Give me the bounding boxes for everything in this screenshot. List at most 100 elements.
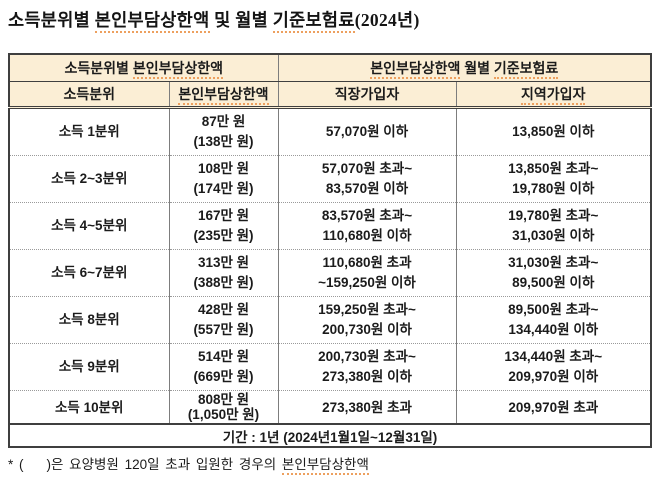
- cell-line: 108만 원: [197, 161, 250, 176]
- column-header-row: 소득분위 본인부담상한액 직장가입자 지역가입자: [9, 81, 651, 109]
- text-run: 직장가입자: [334, 86, 400, 102]
- regional-premium-cell: 31,030원 초과~ 89,500원 이하: [455, 249, 651, 297]
- cell-line: 428만 원: [197, 302, 250, 317]
- employee-premium-cell: 200,730원 초과~ 273,380원 이하: [277, 343, 456, 391]
- underlined-text: 본인부담상한액: [94, 10, 210, 33]
- cell-line: 소득 4~5분위: [51, 218, 128, 233]
- cell-line: 소득 8분위: [58, 312, 120, 327]
- table-row: 소득 10분위 808만 원 (1,050만 원) 273,380원 초과 209,97…: [9, 390, 651, 425]
- cell-line: (557만 원): [193, 322, 254, 337]
- cell-line: 110,680원 이하: [322, 228, 412, 243]
- text-run: 월별: [460, 60, 494, 76]
- cell-line: 19,780원 초과~: [508, 208, 599, 223]
- footnote: * ( )은 요양병원 120일 초과 입원한 경우의 본인부담상한액: [8, 456, 658, 475]
- regional-premium-cell: 13,850원 초과~ 19,780원 이하: [455, 155, 651, 203]
- table-row: 소득 9분위 514만 원 (669만 원) 200,730원 초과~ 273,380원…: [9, 343, 651, 391]
- cell-line: ~159,250원 이하: [318, 275, 416, 290]
- cell-line: (1,050만 원): [187, 407, 260, 422]
- cell-line: 소득 1분위: [58, 124, 120, 139]
- cell-line: 273,380원 초과: [322, 399, 412, 415]
- cell-line: 소득 2~3분위: [51, 171, 128, 186]
- cell-line: 167만 원: [197, 208, 250, 223]
- group-header-cap: 소득분위별 본인부담상한액: [9, 54, 278, 82]
- underlined-text: 기준보험료: [272, 10, 355, 33]
- table-body: 소득 1분위 87만 원 (138만 원) 57,070원 이하 13,850원 이하 소…: [9, 107, 651, 425]
- cap-amount-cell: 514만 원 (669만 원): [168, 343, 278, 391]
- table-row: 소득 1분위 87만 원 (138만 원) 57,070원 이하 13,850원 이하: [9, 107, 651, 156]
- text-run: 소득분위별: [64, 60, 133, 76]
- cap-amount-cell: 87만 원 (138만 원): [168, 107, 278, 156]
- table-row: 소득 2~3분위 108만 원 (174만 원) 57,070원 초과~ 83,570원…: [9, 155, 651, 203]
- underlined-text: 본인부담상한액: [132, 60, 223, 79]
- cell-line: 87만 원: [201, 114, 246, 129]
- income-tier-cell: 소득 2~3분위: [9, 155, 169, 203]
- underlined-text: 본인부담상한액: [281, 457, 369, 475]
- period-row: 기간 : 1년 (2024년1월1일~12월31일): [9, 423, 651, 447]
- cell-line: 200,730원 초과~: [318, 349, 416, 364]
- cell-line: 57,070원 초과~: [321, 161, 413, 176]
- table-row: 소득 8분위 428만 원 (557만 원) 159,250원 초과~ 200,730원…: [9, 296, 651, 344]
- cell-line: 134,440원 이하: [508, 322, 599, 337]
- underlined-text: 본인부담상한액: [178, 86, 269, 105]
- underlined-text: 본인부담상한액: [370, 60, 461, 79]
- text-run: * ( )은 요양병원 120일 초과 입원한 경우의: [8, 457, 282, 472]
- cell-line: 31,030원 이하: [512, 228, 595, 243]
- income-tier-cell: 소득 4~5분위: [9, 202, 169, 250]
- text-run: 및 월별: [209, 10, 273, 30]
- col-header-employee-insured: 직장가입자: [277, 81, 456, 109]
- cell-line: 소득 10분위: [55, 399, 124, 415]
- cell-line: 31,030원 초과~: [508, 255, 599, 270]
- cell-line: 110,680원 초과: [322, 255, 412, 270]
- cell-line: (174만 원): [193, 181, 254, 196]
- income-tier-cell: 소득 9분위: [9, 343, 169, 391]
- cap-amount-cell: 428만 원 (557만 원): [168, 296, 278, 344]
- premium-table: 소득분위별 본인부담상한액 본인부담상한액 월별 기준보험료 소득분위 본인부담…: [8, 53, 652, 448]
- cell-line: 소득 9분위: [58, 359, 120, 374]
- cell-line: 19,780원 이하: [512, 181, 595, 196]
- cell-line: 89,500원 초과~: [508, 302, 599, 317]
- cell-line: 83,570원 초과~: [321, 208, 413, 223]
- cell-line: 13,850원 초과~: [508, 161, 599, 176]
- cap-amount-cell: 808만 원 (1,050만 원): [168, 390, 278, 425]
- regional-premium-cell: 89,500원 초과~ 134,440원 이하: [455, 296, 651, 344]
- cell-line: (235만 원): [193, 228, 254, 243]
- cell-line: 소득 6~7분위: [51, 265, 128, 280]
- income-tier-cell: 소득 6~7분위: [9, 249, 169, 297]
- col-header-regional-insured: 지역가입자: [455, 81, 651, 109]
- income-tier-cell: 소득 8분위: [9, 296, 169, 344]
- table-row: 소득 4~5분위 167만 원 (235만 원) 83,570원 초과~ 110,680…: [9, 202, 651, 250]
- cell-line: 159,250원 초과~: [318, 302, 416, 317]
- cell-line: 134,440원 초과~: [504, 349, 603, 364]
- group-header-row: 소득분위별 본인부담상한액 본인부담상한액 월별 기준보험료: [9, 54, 651, 82]
- col-header-cap-amount: 본인부담상한액: [168, 81, 278, 109]
- page-title: 소득분위별 본인부담상한액 및 월별 기준보험료(2024년): [0, 0, 658, 33]
- table-row: 소득 6~7분위 313만 원 (388만 원) 110,680원 초과 ~159,25…: [9, 249, 651, 297]
- text-run: 소득분위: [63, 86, 116, 102]
- cell-line: 89,500원 이하: [512, 275, 595, 290]
- period-cell: 기간 : 1년 (2024년1월1일~12월31일): [9, 423, 651, 447]
- cell-line: (138만 원): [193, 134, 254, 149]
- text-run: (2024년): [354, 10, 420, 30]
- cap-amount-cell: 167만 원 (235만 원): [168, 202, 278, 250]
- cell-line: 514만 원: [197, 349, 250, 364]
- cap-amount-cell: 108만 원 (174만 원): [168, 155, 278, 203]
- regional-premium-cell: 13,850원 이하: [455, 107, 651, 156]
- cap-amount-cell: 313만 원 (388만 원): [168, 249, 278, 297]
- regional-premium-cell: 209,970원 초과: [455, 390, 651, 425]
- employee-premium-cell: 273,380원 초과: [277, 390, 456, 425]
- cell-line: (388만 원): [193, 275, 254, 290]
- cell-line: 13,850원 이하: [512, 124, 595, 139]
- employee-premium-cell: 83,570원 초과~ 110,680원 이하: [277, 202, 456, 250]
- col-header-income-tier: 소득분위: [9, 81, 169, 109]
- regional-premium-cell: 19,780원 초과~ 31,030원 이하: [455, 202, 651, 250]
- text-run: 소득분위별: [8, 10, 95, 30]
- employee-premium-cell: 57,070원 초과~ 83,570원 이하: [277, 155, 456, 203]
- cell-line: 57,070원 이하: [325, 124, 409, 139]
- underlined-text: 지역가입자: [521, 86, 586, 105]
- cell-line: 313만 원: [197, 255, 250, 270]
- cell-line: 273,380원 이하: [322, 369, 412, 384]
- cell-line: 209,970원 초과: [508, 399, 599, 415]
- cell-line: 83,570원 이하: [325, 181, 409, 196]
- cell-line: 200,730원 이하: [322, 322, 412, 337]
